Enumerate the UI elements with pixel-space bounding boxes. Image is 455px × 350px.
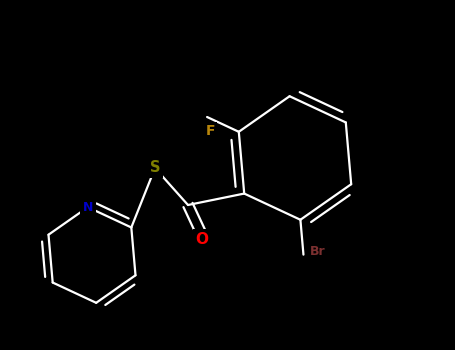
Text: S: S: [150, 161, 160, 175]
Text: O: O: [196, 231, 208, 246]
Text: N: N: [83, 201, 93, 214]
Text: F: F: [205, 124, 215, 138]
Text: Br: Br: [310, 245, 325, 258]
